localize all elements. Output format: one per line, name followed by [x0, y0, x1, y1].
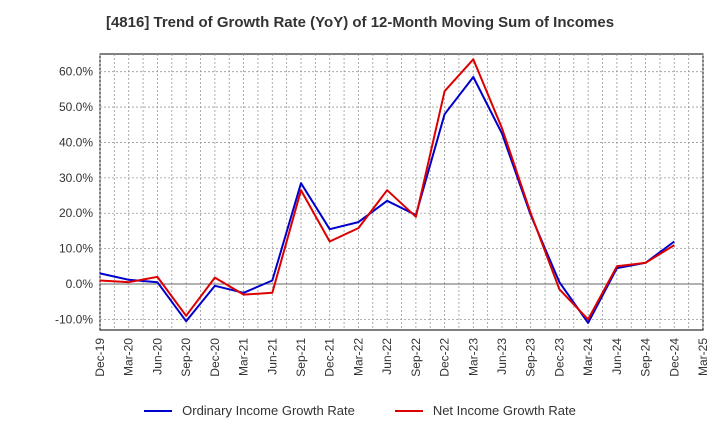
x-tick-label: Jun-24: [610, 338, 624, 375]
x-tick-label: Mar-22: [351, 338, 365, 376]
legend-label-ordinary: Ordinary Income Growth Rate: [182, 403, 355, 418]
x-tick-label: Jun-22: [380, 338, 394, 375]
y-tick-label: 40.0%: [59, 135, 93, 149]
legend-label-net: Net Income Growth Rate: [432, 403, 576, 418]
x-tick-label: Dec-20: [208, 338, 222, 377]
x-tick-label: Jun-20: [150, 338, 164, 375]
legend-swatch-net: [394, 409, 423, 412]
y-tick-label: 30.0%: [59, 171, 93, 185]
x-tick-label: Jun-23: [495, 338, 509, 375]
legend-item-ordinary: Ordinary Income Growth Rate: [144, 403, 355, 418]
legend: Ordinary Income Growth Rate Net Income G…: [0, 403, 720, 418]
y-tick-label: 60.0%: [59, 65, 93, 79]
x-tick-label: Sep-24: [639, 338, 653, 377]
y-tick-label: -10.0%: [55, 312, 93, 326]
axis-layer: -10.0% 0.0% 10.0% 20.0% 30.0% 40.0% 50.0% 60.0%…: [55, 65, 710, 377]
x-tick-label: Sep-23: [524, 338, 538, 377]
legend-item-net: Net Income Growth Rate: [394, 403, 576, 418]
x-tick-label: Mar-24: [581, 338, 595, 376]
legend-swatch-ordinary: [144, 409, 173, 412]
x-tick-label: Sep-21: [294, 338, 308, 377]
y-tick-label: 20.0%: [59, 206, 93, 220]
x-tick-label: Dec-24: [667, 338, 681, 377]
grid-layer: [99, 53, 704, 331]
series-line-net-income: [99, 58, 675, 321]
y-tick-label: 10.0%: [59, 242, 93, 256]
chart-title: [4816] Trend of Growth Rate (YoY) of 12-…: [105, 14, 615, 31]
x-tick-label: Sep-20: [179, 338, 193, 377]
x-tick-label: Dec-23: [552, 338, 566, 377]
x-tick-label: Mar-25: [696, 338, 710, 376]
x-tick-label: Sep-22: [409, 338, 423, 377]
x-tick-label: Mar-20: [122, 338, 136, 376]
y-tick-label: 50.0%: [59, 100, 93, 114]
x-tick-label: Mar-21: [237, 338, 251, 376]
x-tick-label: Dec-22: [438, 338, 452, 377]
series-layer: [99, 58, 675, 324]
x-tick-label: Mar-23: [466, 338, 480, 376]
x-tick-label: Dec-19: [93, 338, 107, 377]
y-tick-label: 0.0%: [66, 277, 94, 291]
x-tick-label: Dec-21: [323, 338, 337, 377]
x-tick-label: Jun-21: [265, 338, 279, 375]
